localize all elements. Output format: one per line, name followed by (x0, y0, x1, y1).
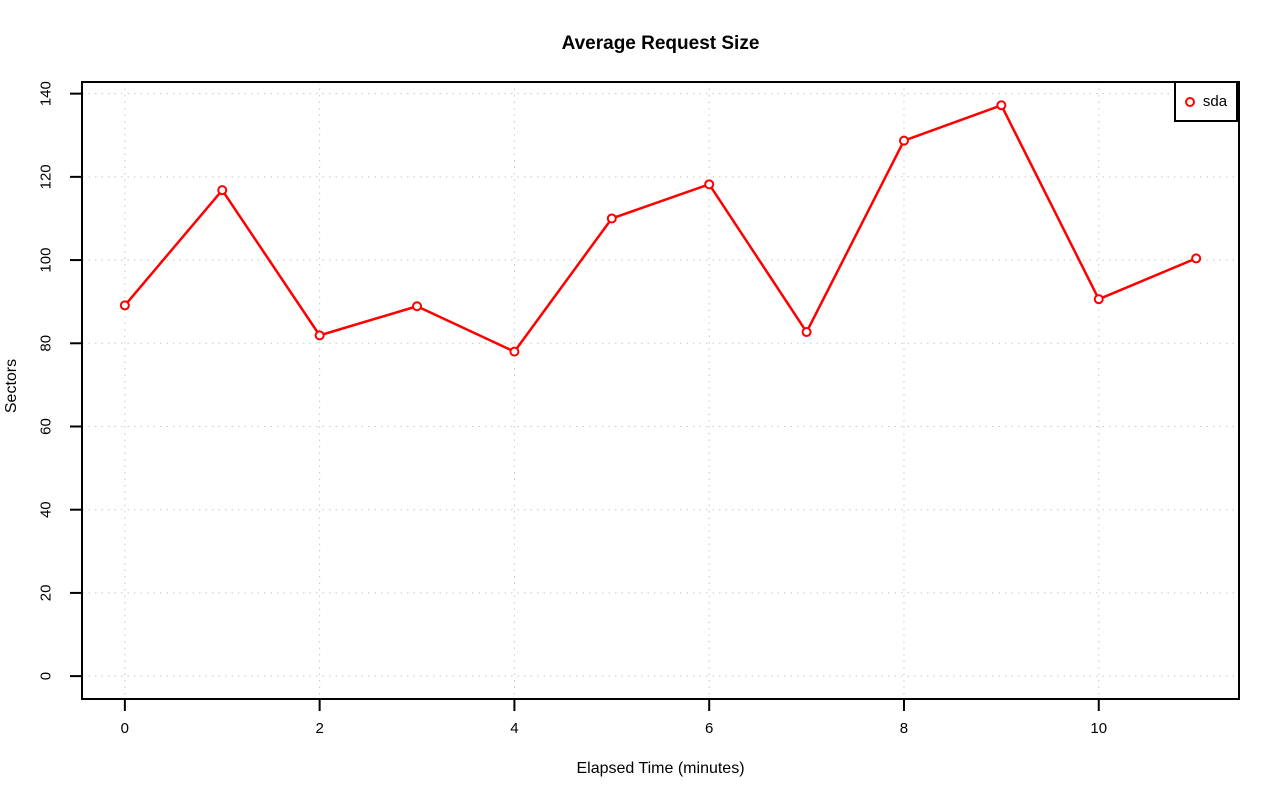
y-tick-label: 100 (38, 248, 55, 273)
data-point (412, 301, 423, 312)
y-tick-label: 60 (38, 418, 55, 435)
plot-border (81, 81, 1240, 700)
y-tick-label: 140 (38, 81, 55, 106)
data-point (606, 213, 617, 224)
x-tick-label: 6 (705, 720, 713, 737)
x-tick-label: 0 (121, 720, 129, 737)
data-point (217, 185, 228, 196)
y-axis-label: Sectors (3, 358, 20, 414)
data-point (801, 327, 812, 338)
legend: sda (1174, 81, 1238, 122)
data-point (119, 300, 130, 311)
data-point (314, 330, 325, 341)
x-tick-label: 2 (315, 720, 323, 737)
y-tick-label: 20 (38, 585, 55, 602)
legend-open-circle-icon (1184, 96, 1195, 107)
y-tick-label: 80 (38, 335, 55, 352)
data-point (509, 346, 520, 357)
legend-label: sda (1202, 93, 1228, 110)
y-tick-label: 0 (38, 672, 55, 680)
data-point (1093, 294, 1104, 305)
chart-title: Average Request Size (561, 33, 760, 54)
data-point (1191, 253, 1202, 264)
data-point (996, 100, 1007, 111)
x-tick-label: 4 (510, 720, 518, 737)
x-tick-label: 8 (900, 720, 908, 737)
x-axis-label: Elapsed Time (minutes) (576, 760, 745, 777)
series-line-sda (123, 104, 1198, 353)
y-tick-label: 40 (38, 501, 55, 518)
y-tick-label: 120 (38, 164, 55, 189)
data-point (898, 135, 909, 146)
data-point (704, 179, 715, 190)
x-tick-label: 10 (1090, 720, 1107, 737)
